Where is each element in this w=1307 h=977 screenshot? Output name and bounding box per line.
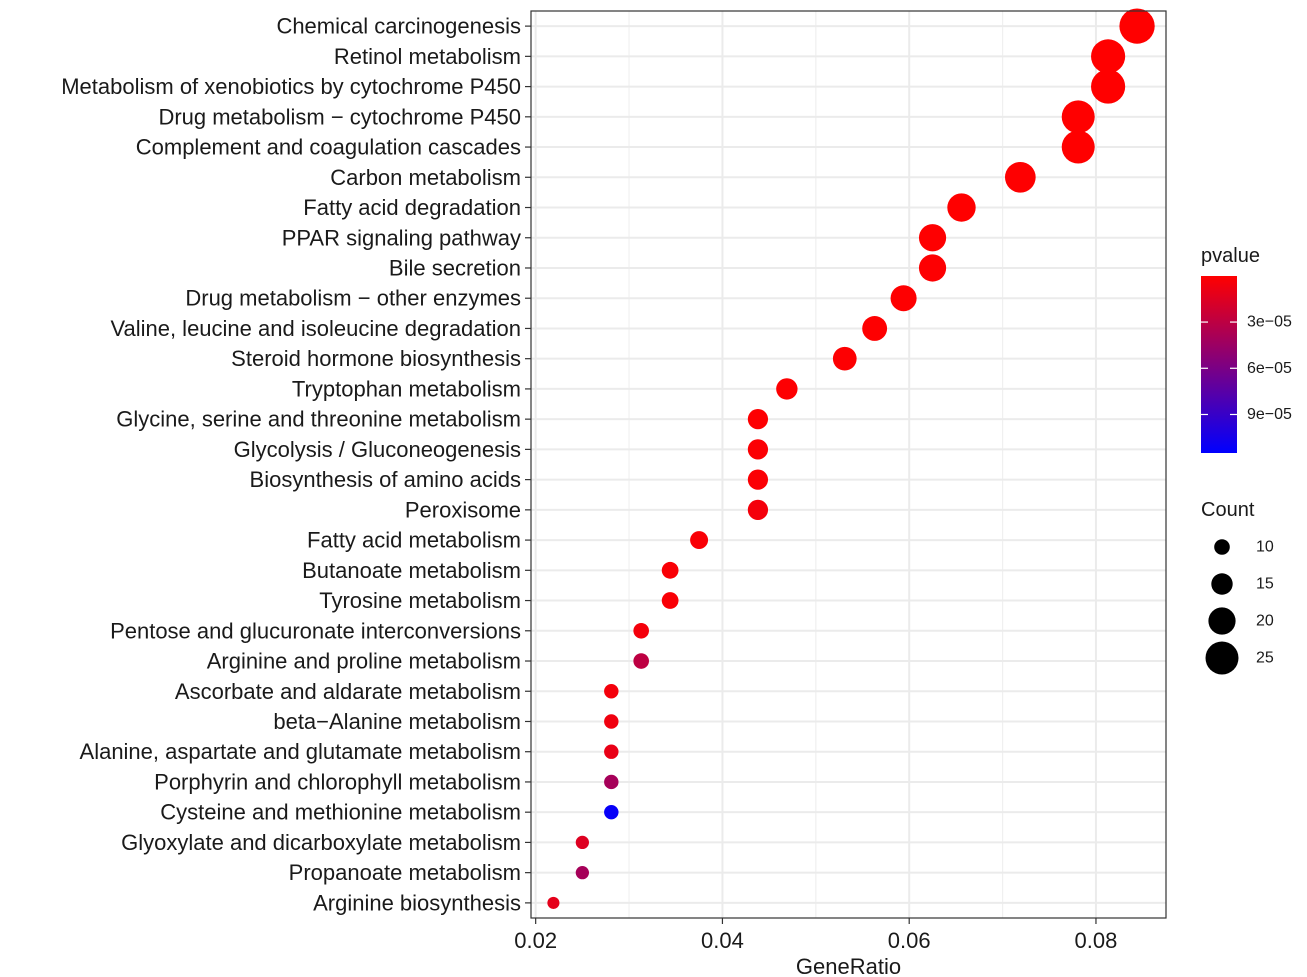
data-point: [633, 622, 649, 639]
y-tick-label: Arginine and proline metabolism: [207, 649, 521, 674]
x-tick-label: 0.08: [1075, 928, 1118, 953]
y-tick-label: Tryptophan metabolism: [292, 376, 521, 401]
y-tick-label: Drug metabolism − other enzymes: [185, 286, 521, 311]
data-point: [1061, 100, 1095, 134]
panel-border: [530, 10, 1167, 919]
y-tick-label: Valine, leucine and isoleucine degradati…: [110, 316, 521, 341]
data-point: [547, 896, 560, 909]
y-tick-label: Fatty acid metabolism: [307, 528, 521, 553]
data-point: [890, 285, 917, 312]
data-point: [747, 469, 769, 490]
data-point: [862, 316, 888, 341]
color-legend-label: 9e−05: [1247, 406, 1292, 423]
y-tick-label: Glycine, serine and threonine metabolism: [116, 407, 521, 432]
y-tick-label: Porphyrin and chlorophyll metabolism: [154, 769, 521, 794]
data-point: [575, 866, 590, 880]
data-point: [661, 561, 679, 579]
x-tick-label: 0.04: [701, 928, 744, 953]
y-tick-label: Butanoate metabolism: [302, 558, 521, 583]
size-legend-key: [1211, 573, 1233, 595]
data-point: [747, 499, 769, 520]
data-point: [747, 439, 769, 460]
size-legend-title: Count: [1201, 499, 1255, 521]
data-point: [690, 531, 709, 550]
size-legend-key: [1208, 607, 1236, 635]
y-tick-label: Cysteine and methionine metabolism: [160, 800, 521, 825]
data-point: [604, 684, 619, 699]
y-tick-label: Arginine biosynthesis: [313, 890, 521, 915]
color-legend-label: 3e−05: [1247, 314, 1292, 331]
y-tick-label: Glycolysis / Gluconeogenesis: [234, 437, 521, 462]
y-tick-label: Glyoxylate and dicarboxylate metabolism: [121, 830, 521, 855]
data-point: [633, 653, 649, 669]
data-point: [918, 254, 947, 282]
x-tick-label: 0.06: [888, 928, 931, 953]
data-point: [747, 409, 769, 430]
data-point: [604, 774, 619, 790]
size-legend-label: 25: [1256, 650, 1274, 667]
data-point: [575, 835, 590, 850]
x-tick-label: 0.02: [514, 928, 557, 953]
y-tick-label: Pentose and glucuronate interconversions: [110, 618, 521, 643]
y-tick-label: PPAR signaling pathway: [282, 225, 521, 250]
y-tick-label: Drug metabolism − cytochrome P450: [158, 104, 521, 129]
data-point: [776, 378, 798, 400]
data-point: [832, 346, 857, 371]
y-tick-label: beta−Alanine metabolism: [273, 709, 521, 734]
y-tick-label: Metabolism of xenobiotics by cytochrome …: [61, 74, 521, 99]
data-point: [604, 744, 619, 759]
y-tick-label: Alanine, aspartate and glutamate metabol…: [80, 739, 521, 764]
size-legend-label: 15: [1256, 576, 1274, 593]
data-point: [918, 224, 947, 252]
data-point: [1119, 8, 1155, 44]
y-tick-label: Retinol metabolism: [334, 44, 521, 69]
y-tick-label: Ascorbate and aldarate metabolism: [175, 679, 521, 704]
size-legend-key: [1214, 539, 1230, 555]
size-legend-key: [1205, 641, 1239, 675]
color-legend-title: pvalue: [1201, 245, 1260, 267]
y-tick-label: Bile secretion: [389, 255, 521, 280]
data-point: [947, 193, 976, 222]
y-tick-label: Tyrosine metabolism: [319, 588, 521, 613]
data-point: [1091, 69, 1126, 104]
y-tick-label: Peroxisome: [405, 497, 521, 522]
color-legend-label: 6e−05: [1247, 360, 1292, 377]
axis-ticks: [525, 25, 1097, 924]
size-legend-label: 20: [1256, 613, 1274, 630]
data-point: [661, 592, 679, 609]
color-legend-bar: [1201, 276, 1237, 453]
data-point: [604, 804, 619, 820]
grid-lines: [531, 11, 1166, 918]
y-tick-label: Steroid hormone biosynthesis: [231, 346, 521, 371]
y-tick-label: Carbon metabolism: [330, 165, 521, 190]
x-axis-title: GeneRatio: [796, 954, 901, 977]
data-point: [1004, 161, 1036, 193]
data-points: [547, 8, 1155, 909]
data-point: [1061, 130, 1095, 164]
y-tick-label: Fatty acid degradation: [303, 195, 521, 220]
y-tick-label: Complement and coagulation cascades: [136, 135, 521, 160]
legends: pvalue Count 3e−05 6e−05 9e−05 10 15 20 25: [1201, 245, 1292, 675]
y-axis-labels: Chemical carcinogenesis Retinol metabolis…: [61, 14, 521, 916]
size-legend-label: 10: [1256, 539, 1274, 556]
y-tick-label: Biosynthesis of amino acids: [250, 467, 521, 492]
x-axis-tick-labels: 0.02 0.04 0.06 0.08: [514, 928, 1117, 953]
y-tick-label: Chemical carcinogenesis: [276, 14, 521, 39]
data-point: [604, 714, 619, 729]
y-tick-label: Propanoate metabolism: [289, 860, 521, 885]
data-point: [1091, 39, 1126, 74]
